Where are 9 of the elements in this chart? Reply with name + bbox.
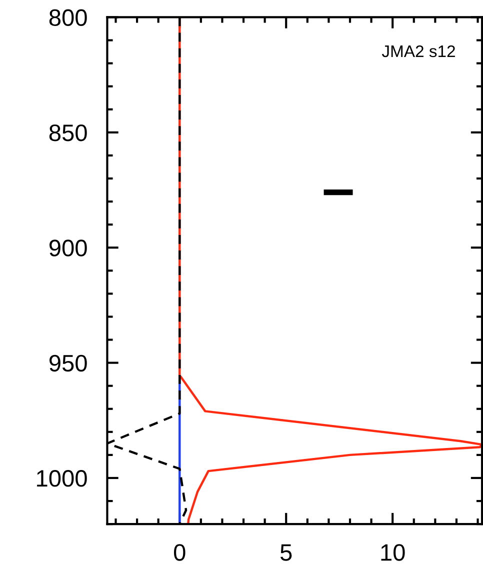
y-tick-label: 950: [50, 354, 87, 372]
y-tick-label: 850: [49, 124, 87, 142]
y-tick-label: 1000: [37, 470, 87, 487]
y-tick-label: 900: [50, 240, 87, 256]
x-tick-label: 10: [381, 544, 405, 561]
x-tick-label: 0: [174, 544, 186, 561]
y-tick-label: 800: [49, 9, 87, 26]
x-tick-label: 5: [280, 544, 292, 561]
annotation: JMA2 s12: [382, 45, 455, 58]
